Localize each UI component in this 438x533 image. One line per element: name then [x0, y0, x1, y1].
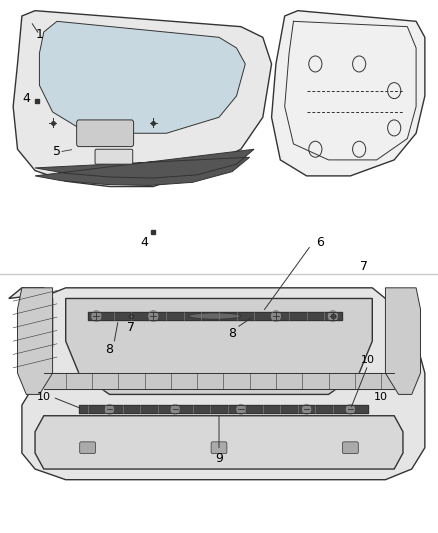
Text: 5: 5: [53, 146, 61, 158]
Circle shape: [346, 405, 354, 414]
Ellipse shape: [188, 313, 241, 319]
Circle shape: [171, 405, 179, 414]
FancyBboxPatch shape: [95, 149, 133, 164]
Circle shape: [303, 405, 311, 414]
Circle shape: [149, 311, 158, 321]
Text: 7: 7: [360, 260, 367, 273]
Polygon shape: [13, 11, 272, 187]
Polygon shape: [272, 11, 425, 176]
FancyBboxPatch shape: [80, 442, 95, 454]
Text: 6: 6: [316, 236, 324, 249]
Circle shape: [328, 311, 337, 321]
Text: 8: 8: [106, 343, 113, 356]
Text: 10: 10: [361, 355, 375, 365]
Text: 7: 7: [127, 321, 135, 334]
Polygon shape: [39, 21, 245, 133]
Polygon shape: [9, 288, 425, 480]
Text: 10: 10: [37, 392, 51, 402]
FancyBboxPatch shape: [343, 442, 358, 454]
Polygon shape: [35, 149, 254, 185]
Polygon shape: [385, 288, 420, 394]
Circle shape: [106, 405, 113, 414]
Polygon shape: [35, 416, 403, 469]
Text: 1: 1: [35, 28, 43, 41]
Text: 4: 4: [22, 92, 30, 105]
Polygon shape: [66, 298, 372, 394]
Circle shape: [272, 311, 280, 321]
Text: 10: 10: [374, 392, 388, 402]
FancyBboxPatch shape: [77, 120, 134, 147]
Text: 8: 8: [228, 327, 236, 340]
Polygon shape: [18, 288, 53, 394]
Text: 4: 4: [141, 236, 148, 249]
Circle shape: [92, 311, 101, 321]
Text: 9: 9: [215, 452, 223, 465]
Circle shape: [237, 405, 245, 414]
FancyBboxPatch shape: [211, 442, 227, 454]
